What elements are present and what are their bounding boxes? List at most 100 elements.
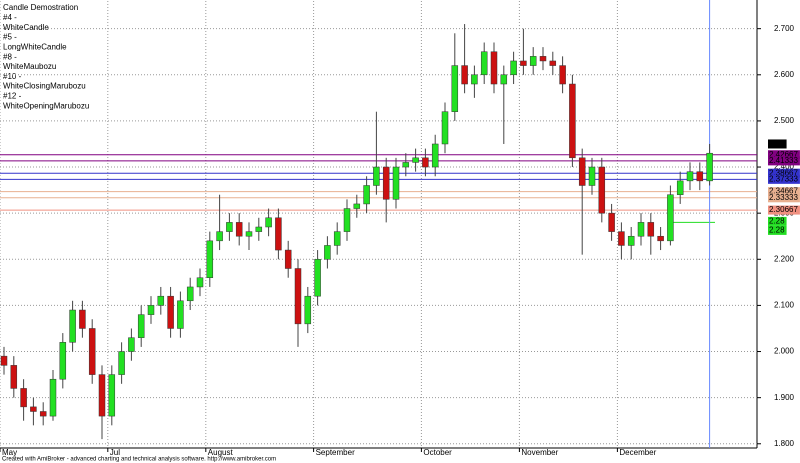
annotation: WhiteCandle bbox=[3, 23, 49, 32]
candle-body bbox=[343, 208, 351, 232]
level-label: 2.42667 bbox=[769, 150, 798, 159]
level-label: 2.38667 bbox=[769, 168, 798, 177]
annotation: #5 - bbox=[3, 33, 17, 42]
candle-body bbox=[20, 388, 27, 408]
candle-body bbox=[186, 286, 194, 302]
candle-body bbox=[461, 65, 468, 85]
candle-body bbox=[108, 374, 116, 417]
y-tick-label: 2.000 bbox=[774, 347, 795, 356]
candle-body bbox=[696, 171, 704, 182]
level-label-box bbox=[768, 174, 800, 184]
candle-body bbox=[539, 56, 547, 62]
candle-body bbox=[510, 60, 517, 76]
candle-body bbox=[157, 295, 165, 306]
annotation: WhiteOpeningMarubozu bbox=[3, 101, 89, 110]
candle-body bbox=[588, 166, 596, 186]
annotation: LongWhiteCandle bbox=[3, 43, 67, 52]
candle-body bbox=[324, 245, 331, 260]
candle-body bbox=[490, 51, 498, 85]
candle-body bbox=[353, 203, 361, 209]
candle-body bbox=[392, 166, 400, 200]
candle-body bbox=[500, 74, 508, 85]
y-tick-label: 2.400 bbox=[774, 162, 795, 171]
level-label-box bbox=[768, 139, 787, 149]
candle-body bbox=[79, 309, 86, 329]
level-label: 2.30667 bbox=[769, 205, 798, 214]
candle-body bbox=[275, 217, 282, 251]
candle-body bbox=[402, 162, 410, 168]
level-label-box bbox=[768, 150, 800, 160]
candle-body bbox=[167, 295, 174, 329]
candle-body bbox=[373, 166, 380, 186]
level-label-box bbox=[768, 156, 800, 166]
x-tick-label: December bbox=[619, 448, 656, 457]
x-tick-label: May bbox=[2, 448, 17, 457]
candle-body bbox=[412, 157, 419, 163]
candle-body bbox=[559, 65, 566, 85]
candle-body bbox=[549, 60, 557, 66]
candle-body bbox=[686, 171, 694, 182]
footer: Created with AmiBroker - advanced charti… bbox=[2, 457, 276, 463]
candle-body bbox=[529, 56, 537, 66]
candle-body bbox=[333, 231, 341, 246]
candle-body bbox=[520, 60, 527, 66]
candle-body bbox=[304, 295, 312, 325]
candle-body bbox=[706, 152, 713, 182]
candle-body bbox=[441, 111, 449, 145]
candle-body bbox=[569, 83, 576, 159]
level-label-box bbox=[768, 187, 800, 197]
candle-body bbox=[216, 231, 223, 242]
candle-body bbox=[255, 226, 263, 232]
candle-body bbox=[59, 342, 67, 380]
candle-body bbox=[88, 328, 96, 375]
level-label: 2.41333 bbox=[769, 156, 798, 165]
y-tick-label: 2.600 bbox=[774, 70, 795, 79]
candle-body bbox=[657, 235, 664, 242]
candle-body bbox=[10, 365, 18, 389]
candle-body bbox=[618, 231, 625, 246]
level-label-box bbox=[768, 193, 800, 203]
candle-body bbox=[382, 166, 390, 200]
y-tick-label: 2.700 bbox=[774, 24, 795, 33]
x-tick-label: October bbox=[423, 448, 452, 457]
level-label-box bbox=[768, 168, 800, 178]
candle-body bbox=[235, 222, 243, 237]
candle-body bbox=[667, 194, 674, 242]
y-tick-label: 1.900 bbox=[774, 393, 795, 402]
x-tick-label: August bbox=[208, 448, 234, 457]
candle-body bbox=[647, 222, 655, 237]
candle-body bbox=[196, 277, 204, 288]
x-tick-label: November bbox=[521, 448, 558, 457]
candle-body bbox=[69, 309, 76, 343]
y-tick-label: 2.100 bbox=[774, 301, 795, 310]
candle-body bbox=[177, 300, 184, 329]
candle-body bbox=[128, 337, 135, 352]
candle-body bbox=[294, 268, 302, 325]
annotation: #12 - bbox=[3, 92, 22, 101]
candle-body bbox=[363, 185, 370, 205]
candle-body bbox=[245, 231, 253, 237]
level-label-box bbox=[768, 225, 787, 235]
candle-body bbox=[30, 406, 37, 412]
candle-body bbox=[226, 222, 233, 232]
candle-body bbox=[98, 374, 106, 417]
level-label: 2.33333 bbox=[769, 193, 798, 202]
candle-body bbox=[637, 222, 645, 237]
x-tick-label: September bbox=[316, 448, 355, 457]
candle-body bbox=[676, 180, 684, 195]
candle-body bbox=[471, 74, 478, 85]
candle-body bbox=[49, 378, 57, 417]
chart-title: Candle Demostration bbox=[3, 3, 78, 12]
candle-body bbox=[431, 143, 439, 168]
level-label: 2.28 bbox=[769, 216, 785, 225]
annotation: #8 - bbox=[3, 52, 17, 61]
candle-body bbox=[422, 157, 429, 168]
candle-body bbox=[627, 235, 635, 246]
candle-body bbox=[265, 217, 272, 228]
level-label: 2.37333 bbox=[769, 174, 798, 183]
candle-body bbox=[598, 166, 606, 214]
candle-body bbox=[578, 157, 586, 186]
candle-body bbox=[480, 51, 488, 76]
